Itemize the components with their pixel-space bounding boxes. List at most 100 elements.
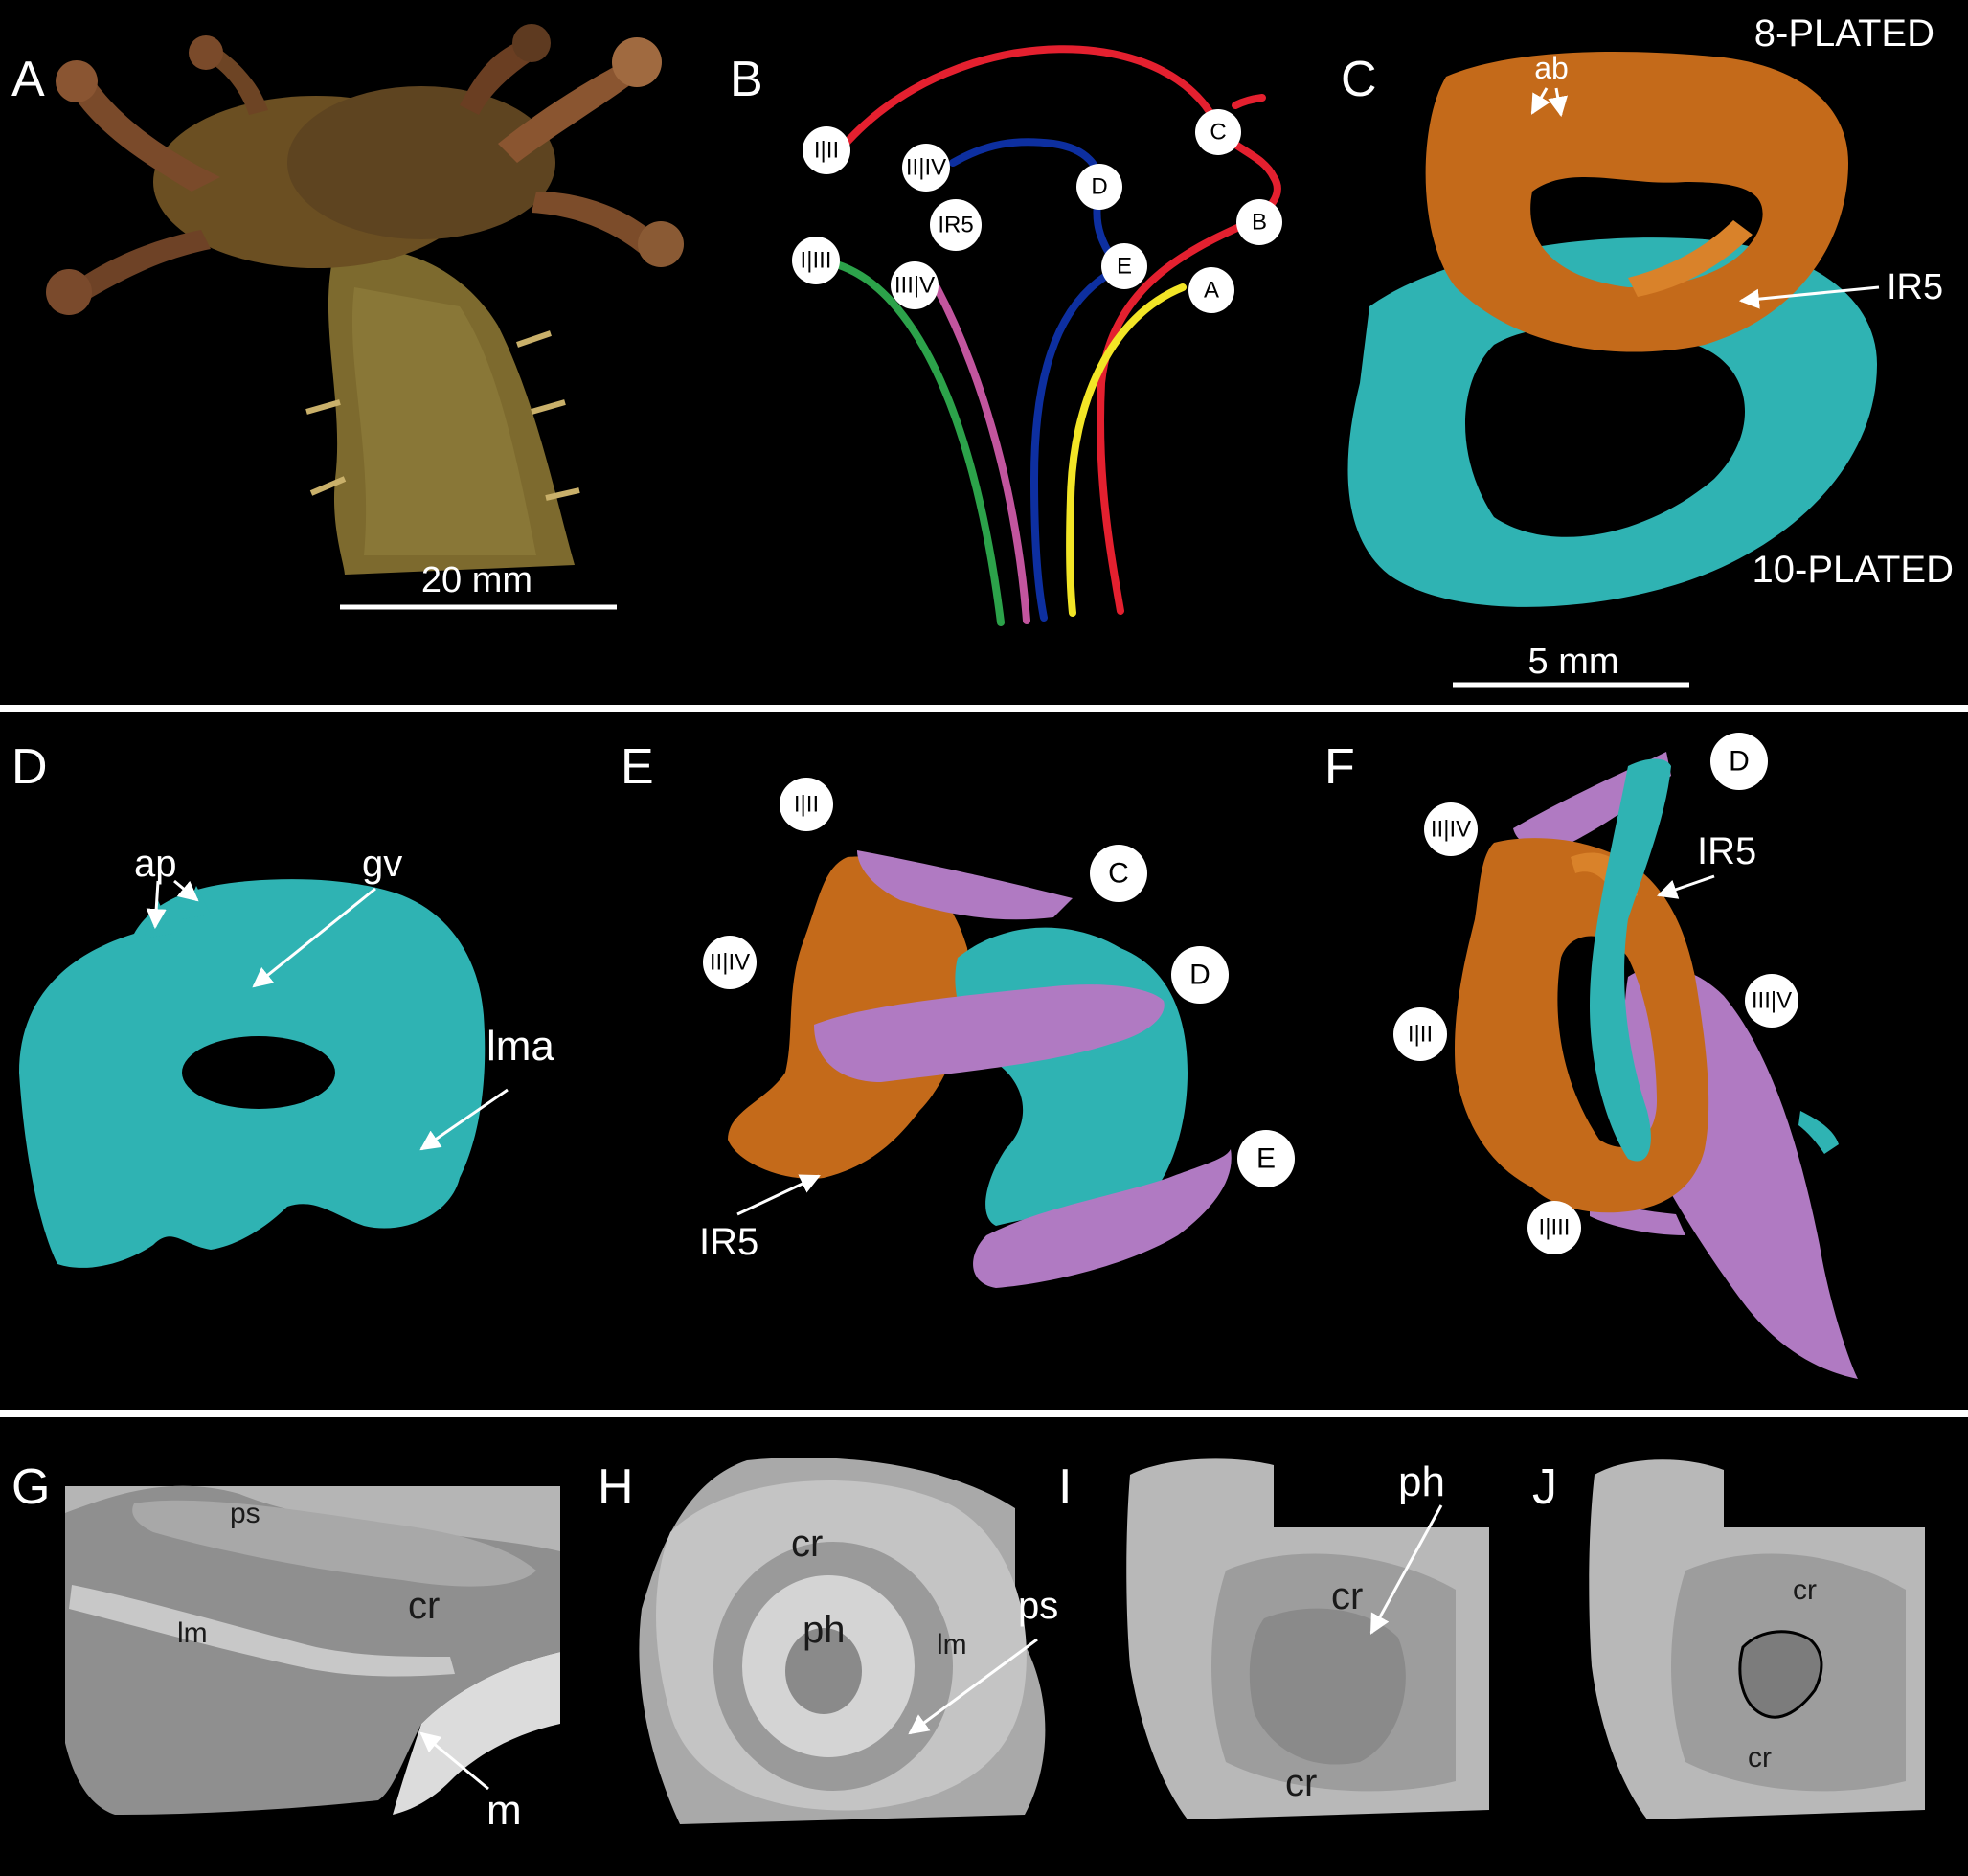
svg-text:E: E	[1256, 1143, 1276, 1175]
node-b: B	[1236, 199, 1282, 245]
label-ab: ab	[1534, 51, 1569, 85]
panel-label-g: G	[11, 1459, 50, 1515]
orange-ring-8-plated	[1425, 52, 1848, 352]
svg-text:I|II: I|II	[1408, 1022, 1433, 1048]
node-e-ii-iv: II|IV	[703, 936, 757, 989]
panel-f: F D II|IV I|II III|V	[1324, 733, 1858, 1379]
svg-text:I|II: I|II	[814, 138, 839, 164]
svg-text:III|V: III|V	[1752, 988, 1792, 1014]
grey-render-h	[639, 1458, 1046, 1824]
purple-parts-e	[814, 850, 1232, 1288]
node-f-i-iii: I|III	[1527, 1201, 1581, 1254]
label-8-plated: 8-PLATED	[1754, 12, 1934, 55]
node-e-c: C	[1090, 845, 1147, 902]
panel-label-f: F	[1324, 739, 1355, 795]
label-cr-g: cr	[408, 1585, 440, 1627]
panel-g: G ps cr lm m	[11, 1459, 560, 1834]
svg-text:C: C	[1210, 120, 1226, 146]
outlined-region-j	[1738, 1630, 1823, 1719]
svg-text:II|IV: II|IV	[906, 155, 946, 181]
grey-render-i	[1126, 1458, 1489, 1819]
arrow-ab-1	[1530, 87, 1550, 115]
scale-label-c: 5 mm	[1528, 642, 1619, 682]
label-ps-g: ps	[230, 1498, 260, 1529]
blue-path	[1029, 269, 1115, 622]
arrow-ps-h	[908, 1638, 1038, 1735]
arrow-lma	[419, 1088, 509, 1151]
grey-render-j	[1589, 1459, 1925, 1819]
pink-path	[933, 283, 1030, 624]
label-ir5-f: IR5	[1697, 830, 1756, 872]
arrow-ir5-e	[736, 1174, 821, 1216]
row-separator-2	[0, 1410, 1968, 1417]
panel-label-h: H	[598, 1459, 634, 1515]
svg-text:B: B	[1252, 210, 1267, 236]
panel-label-d: D	[11, 739, 48, 795]
svg-text:II|IV: II|IV	[710, 950, 750, 976]
yellow-path	[1066, 283, 1187, 617]
label-cr-i-top: cr	[1331, 1575, 1363, 1617]
node-e: E	[1101, 243, 1147, 289]
label-ph-i: ph	[1398, 1458, 1445, 1505]
grey-render-g	[65, 1485, 560, 1815]
panel-label-a: A	[11, 52, 45, 107]
orange-part-f	[1455, 838, 1709, 1213]
label-cr-j-bottom: cr	[1748, 1742, 1772, 1774]
cyan-ring-d	[19, 879, 486, 1268]
red-path	[842, 45, 1281, 615]
node-e-e: E	[1237, 1130, 1295, 1187]
node-e-d: D	[1171, 946, 1229, 1004]
node-e-i-ii: I|II	[780, 778, 833, 831]
cyan-part-f	[1590, 758, 1839, 1162]
svg-text:D: D	[1189, 960, 1210, 991]
svg-text:C: C	[1108, 858, 1129, 890]
svg-text:I|II: I|II	[794, 792, 819, 818]
scale-label-a: 20 mm	[421, 560, 532, 600]
arrow-ir5-c	[1738, 285, 1880, 309]
arrow-ph-i	[1369, 1504, 1443, 1635]
label-ph-h: ph	[803, 1609, 846, 1651]
row-separator-1	[0, 705, 1968, 712]
svg-text:I|III: I|III	[801, 248, 832, 274]
svg-text:D: D	[1091, 174, 1107, 200]
node-i-iii: I|III	[792, 237, 840, 284]
panel-label-b: B	[730, 52, 763, 107]
svg-text:II|IV: II|IV	[1431, 817, 1471, 843]
arrow-m-g	[419, 1731, 489, 1791]
arrow-ap-1	[146, 880, 167, 930]
label-m-g: m	[486, 1787, 522, 1834]
label-ir5-c: IR5	[1887, 267, 1943, 307]
svg-text:E: E	[1117, 254, 1132, 280]
label-gv: gv	[362, 843, 402, 885]
node-a: A	[1188, 267, 1234, 313]
label-cr-j-top: cr	[1793, 1574, 1817, 1606]
node-d: D	[1076, 164, 1122, 210]
panel-label-j: J	[1532, 1459, 1557, 1515]
label-cr-h: cr	[791, 1523, 823, 1565]
cyan-part-e	[955, 927, 1188, 1226]
node-f-d: D	[1710, 733, 1768, 790]
sea-cucumber-photo	[46, 24, 684, 575]
node-f-ii-iv: II|IV	[1424, 802, 1478, 856]
blue-top-path	[949, 138, 1120, 267]
label-ap: ap	[134, 843, 177, 885]
panel-j: J cr cr	[1532, 1459, 1925, 1819]
node-i-ii: I|II	[803, 126, 850, 174]
node-f-iii-v: III|V	[1745, 974, 1798, 1028]
cyan-ring-10-plated	[1347, 237, 1877, 607]
svg-text:IR5: IR5	[938, 213, 973, 238]
diagram-nodes: I|II II|IV I|III III|V IR5 C	[792, 109, 1282, 313]
label-lm-h: lm	[937, 1629, 967, 1661]
panel-label-c: C	[1341, 52, 1377, 107]
label-lm-g: lm	[177, 1617, 208, 1649]
arrow-gv	[252, 887, 376, 988]
node-ir5: IR5	[930, 199, 982, 251]
arrow-ab-2	[1548, 87, 1569, 118]
node-f-i-ii: I|II	[1393, 1007, 1447, 1061]
panel-label-i: I	[1058, 1459, 1072, 1515]
green-path	[829, 260, 1005, 626]
panel-label-e: E	[621, 739, 654, 795]
label-cr-i-bottom: cr	[1285, 1762, 1317, 1804]
node-ii-iv: II|IV	[902, 144, 950, 192]
